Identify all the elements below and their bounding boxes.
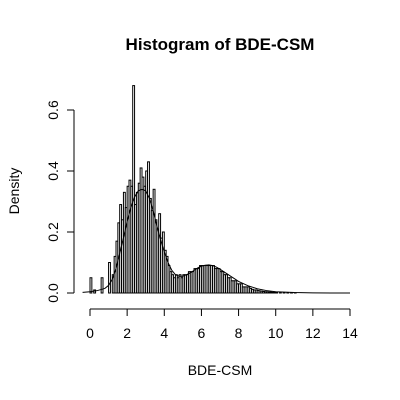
y-axis-label: Density [6,168,22,215]
chart-title: Histogram of BDE-CSM [126,35,315,54]
histogram-bar [108,262,111,294]
density-curve [82,188,351,294]
x-axis-ticks: 0 2 4 6 8 10 12 14 [86,309,358,341]
density-curve-group [82,188,351,294]
histogram-bar [132,85,136,294]
y-tick-label: 0.4 [45,161,61,181]
y-tick-label: 0.0 [45,283,61,303]
x-tick-label: 0 [86,325,94,341]
histogram-bar [275,291,279,294]
y-tick-label: 0.2 [45,222,61,242]
x-tick-label: 14 [342,325,358,341]
y-tick-label: 0.6 [45,100,61,120]
histogram-bars [89,85,297,294]
x-axis-label: BDE-CSM [188,362,253,378]
histogram-bar [100,277,104,294]
x-tick-label: 2 [123,325,131,341]
histogram-bar [89,277,93,294]
x-tick-label: 12 [305,325,321,341]
x-tick-label: 4 [160,325,168,341]
x-tick-label: 6 [198,325,206,341]
x-tick-label: 8 [235,325,243,341]
x-tick-label: 10 [268,325,284,341]
y-axis-ticks: 0.0 0.2 0.4 0.6 [45,100,74,303]
